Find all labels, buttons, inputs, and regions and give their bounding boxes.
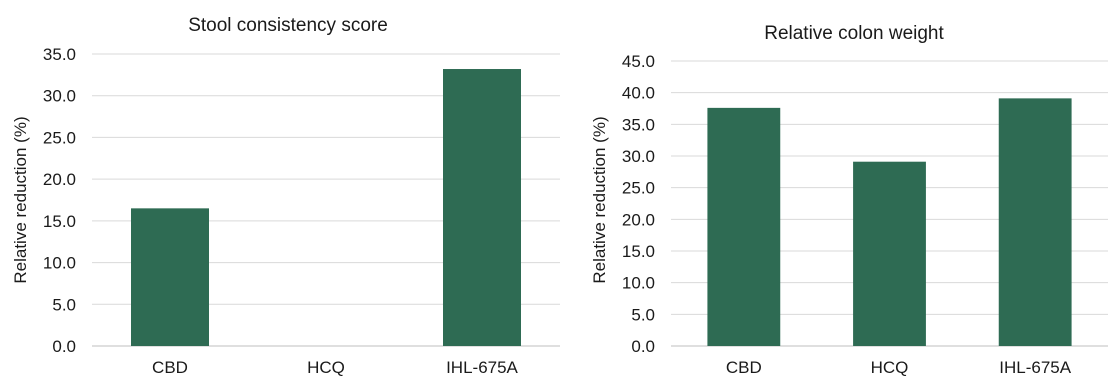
bar-cbd	[131, 208, 209, 346]
y-tick-label: 10.0	[43, 254, 76, 273]
x-tick-label: HCQ	[307, 358, 345, 376]
y-axis-label: Relative reduction (%)	[590, 116, 609, 283]
chart-title: Relative colon weight	[764, 23, 944, 44]
y-tick-label: 15.0	[622, 242, 655, 261]
y-tick-label: 5.0	[631, 305, 655, 324]
y-tick-label: 30.0	[43, 87, 76, 106]
bar-cbd	[707, 107, 781, 346]
y-tick-label: 35.0	[622, 115, 655, 134]
x-tick-label: HCQ	[871, 358, 909, 376]
y-axis-label: Relative reduction (%)	[11, 116, 30, 283]
bar-ihl-675a	[443, 69, 521, 346]
x-tick-label: CBD	[152, 358, 188, 376]
y-tick-label: 25.0	[622, 179, 655, 198]
chart-stool-consistency: Stool consistency score Relative reducti…	[11, 15, 560, 377]
y-tick-label: 25.0	[43, 128, 76, 147]
y-tick-label: 20.0	[43, 170, 76, 189]
x-tick-label: IHL-675A	[999, 358, 1071, 376]
y-tick-label: 0.0	[52, 337, 76, 356]
y-tick-label: 45.0	[622, 52, 655, 71]
y-tick-label: 5.0	[52, 295, 76, 314]
bar-hcq	[853, 161, 926, 346]
y-tick-label: 10.0	[622, 274, 655, 293]
y-tick-label: 20.0	[622, 210, 655, 229]
x-tick-label: IHL-675A	[446, 358, 518, 376]
y-tick-label: 0.0	[631, 337, 655, 356]
y-tick-label: 30.0	[622, 147, 655, 166]
y-tick-label: 15.0	[43, 212, 76, 231]
y-tick-label: 40.0	[622, 84, 655, 103]
chart-colon-weight: Relative colon weight Relative reduction…	[590, 23, 1108, 377]
bar-ihl-675a	[998, 98, 1072, 346]
x-tick-label: CBD	[726, 358, 762, 376]
y-tick-label: 35.0	[43, 45, 76, 64]
chart-title: Stool consistency score	[188, 15, 388, 36]
